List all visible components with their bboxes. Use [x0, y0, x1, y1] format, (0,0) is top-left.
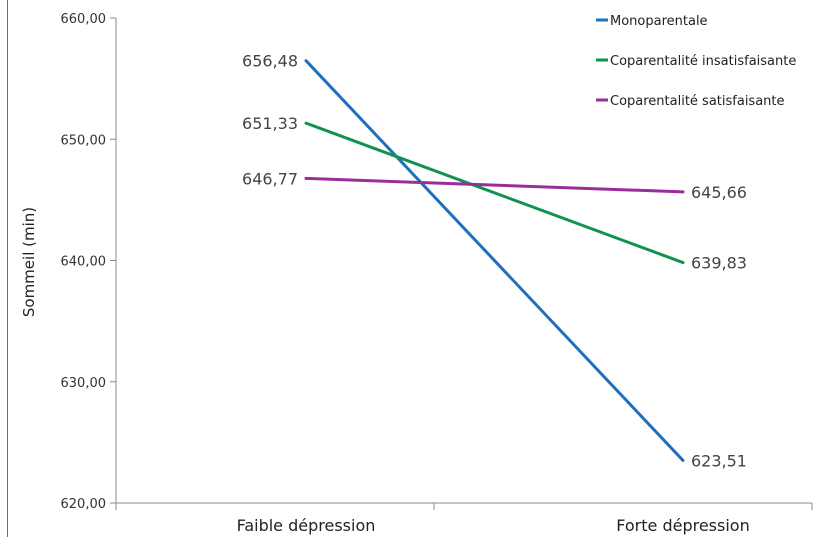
x-category-label: Faible dépression: [237, 516, 376, 535]
y-tick-label: 620,00: [61, 497, 107, 512]
y-axis-title: Sommeil (min): [20, 207, 38, 317]
chart-axes: [110, 17, 813, 510]
series-line: [304, 176, 685, 194]
x-category-labels: Faible dépression Forte dépression: [237, 516, 750, 535]
y-tick-labels: 620,00 630,00 640,00 650,00 660,00: [61, 12, 107, 512]
y-tick-label: 660,00: [61, 12, 107, 27]
series-lines: [304, 59, 685, 462]
data-label: 656,48: [242, 52, 298, 71]
left-border-line: [7, 0, 8, 537]
legend-entry: Monoparentale: [610, 14, 708, 29]
data-label: 639,83: [691, 254, 747, 273]
data-label: 623,51: [691, 451, 747, 470]
y-tick-label: 630,00: [61, 376, 107, 391]
data-label: 646,77: [242, 169, 298, 188]
data-label: 651,33: [242, 114, 298, 133]
series-line: [304, 121, 685, 265]
data-label: 645,66: [691, 183, 747, 202]
y-tick-label: 650,00: [61, 133, 107, 148]
y-tick-label: 640,00: [61, 255, 107, 270]
data-labels: 656,48 623,51 651,33 639,83 646,77 645,66: [242, 52, 747, 471]
legend-entry: Coparentalité satisfaisante: [610, 94, 785, 109]
series-line: [304, 59, 685, 462]
legend: Monoparentale Coparentalité insatisfaisan…: [596, 14, 796, 109]
x-category-label: Forte dépression: [616, 516, 749, 535]
legend-entry: Coparentalité insatisfaisante: [610, 54, 796, 69]
